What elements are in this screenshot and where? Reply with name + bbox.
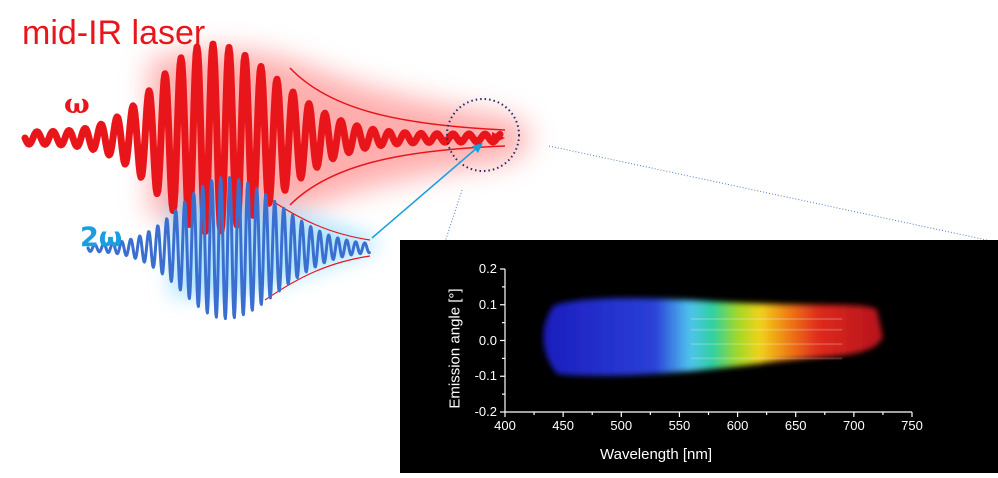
emission-chart-panel: 400 450 500 550 600 650 700 750 0.2 0.1 0.0 -0.1 -0.… bbox=[400, 240, 998, 473]
blue-to-focus-arrow bbox=[371, 146, 479, 239]
omega-label: ω bbox=[64, 89, 90, 120]
blue-envelope-lower bbox=[264, 255, 371, 301]
x-tick-label: 600 bbox=[726, 418, 749, 433]
zoom-line-left bbox=[444, 189, 463, 243]
y-axis-title: Emission angle [°] bbox=[446, 288, 464, 409]
mid-ir-laser-label: mid-IR laser bbox=[22, 14, 206, 52]
x-tick-label: 550 bbox=[668, 418, 691, 433]
blue-arrowhead bbox=[472, 143, 483, 153]
two-omega-label: 2ω bbox=[80, 222, 123, 253]
red-envelope-upper bbox=[289, 67, 506, 131]
focus-circle bbox=[446, 98, 520, 172]
emission-spectrum-region bbox=[543, 298, 883, 376]
second-harmonic-wave bbox=[86, 176, 371, 321]
y-tick-label: -0.2 bbox=[474, 404, 497, 419]
x-tick-label: 450 bbox=[552, 418, 574, 433]
x-tick-label: 500 bbox=[610, 418, 633, 433]
mid-ir-wave bbox=[21, 40, 504, 236]
y-tick-label: 0.1 bbox=[478, 296, 497, 312]
x-tick-label: 400 bbox=[494, 418, 516, 433]
x-tick-label: 750 bbox=[901, 418, 923, 433]
beam-arrowhead bbox=[492, 132, 505, 144]
y-tick-label: -0.1 bbox=[474, 368, 497, 384]
x-axis-title: Wavelength [nm] bbox=[600, 446, 712, 463]
y-tick-label: 0.2 bbox=[478, 261, 497, 276]
x-tick-label: 700 bbox=[842, 418, 865, 433]
red-envelope-lower bbox=[289, 145, 506, 206]
zoom-line-right bbox=[548, 145, 997, 243]
x-tick-label: 650 bbox=[784, 418, 807, 433]
emission-chart bbox=[500, 268, 913, 417]
y-tick-label: 0.0 bbox=[478, 332, 497, 348]
